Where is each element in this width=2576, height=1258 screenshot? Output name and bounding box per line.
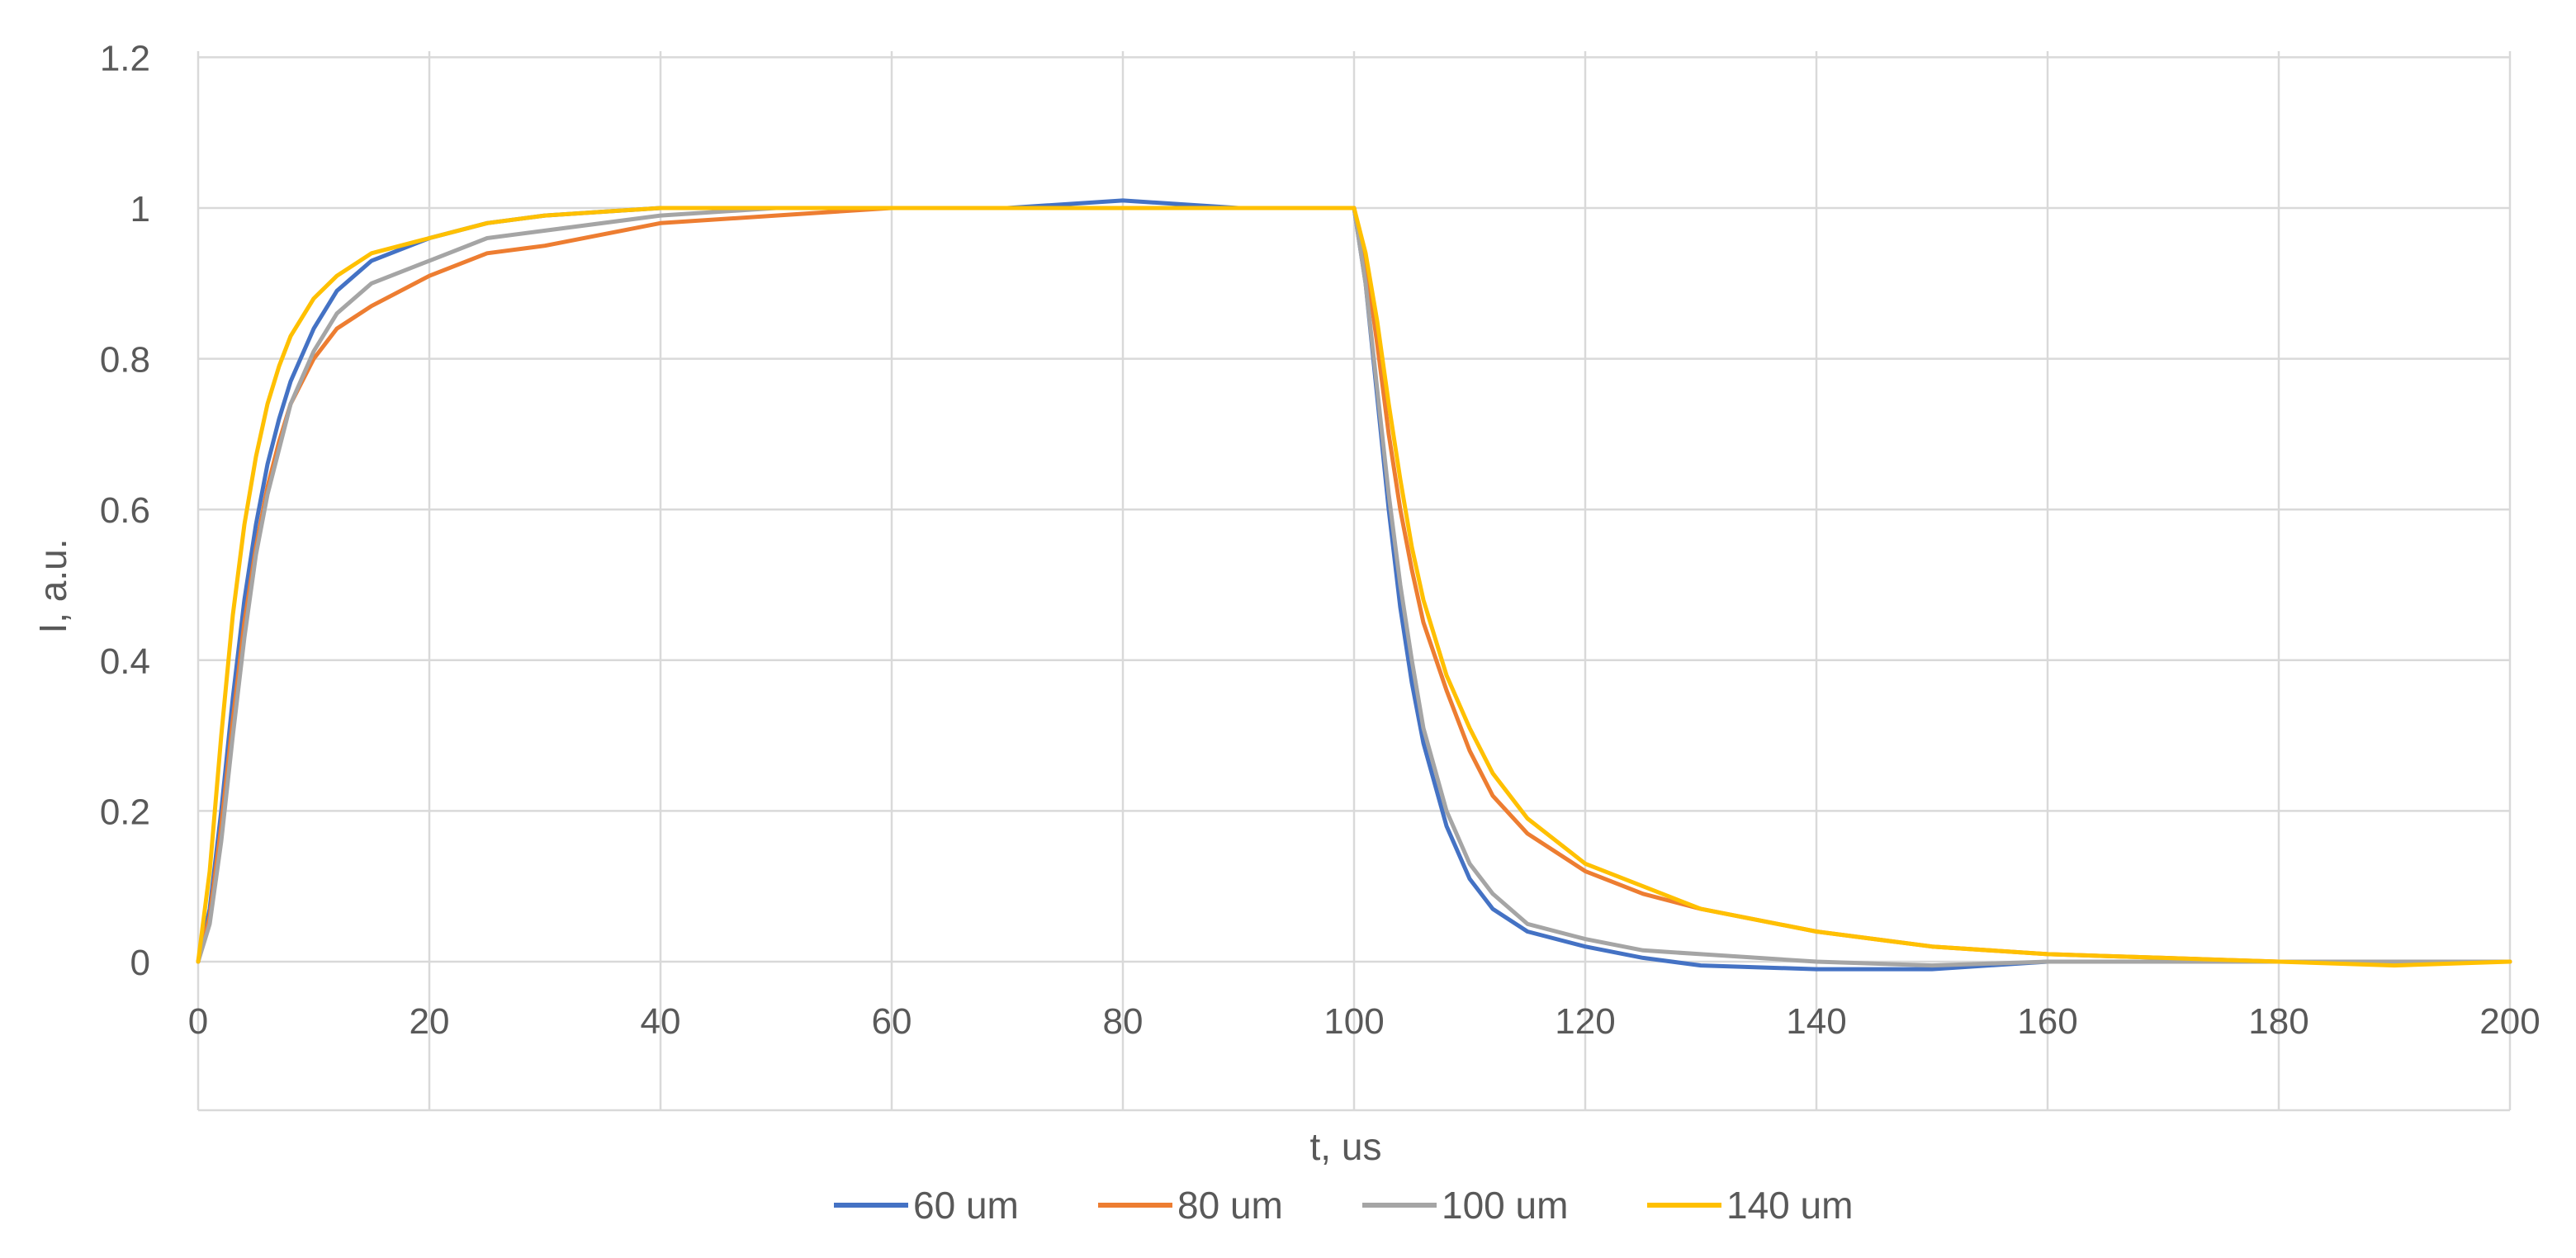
x-tick-label: 200 bbox=[2479, 1001, 2540, 1042]
series-line-140-um bbox=[196, 206, 2512, 968]
legend-label: 80 um bbox=[1177, 1184, 1283, 1227]
y-tick-label: 1 bbox=[130, 189, 150, 229]
y-tick-label: 0.6 bbox=[100, 490, 150, 531]
x-axis-ticks: 0 20 40 60 80 100 120 140 160 180 200 bbox=[188, 1001, 2540, 1042]
y-axis-title: I, a.u. bbox=[31, 538, 74, 633]
legend-label: 140 um bbox=[1726, 1184, 1853, 1227]
legend-item: 80 um bbox=[1098, 1184, 1283, 1227]
legend-label: 100 um bbox=[1442, 1184, 1568, 1227]
y-axis-ticks: 0 0.2 0.4 0.6 0.8 1 1.2 bbox=[100, 38, 150, 983]
legend: 60 um 80 um 100 um 140 um bbox=[834, 1184, 1853, 1227]
x-tick-label: 80 bbox=[1103, 1001, 1144, 1042]
x-tick-label: 180 bbox=[2248, 1001, 2308, 1042]
series-group bbox=[196, 198, 2512, 972]
legend-item: 100 um bbox=[1362, 1184, 1568, 1227]
x-tick-label: 60 bbox=[872, 1001, 912, 1042]
x-axis-title: t, us bbox=[1310, 1125, 1382, 1168]
legend-item: 140 um bbox=[1647, 1184, 1853, 1227]
y-tick-label: 0 bbox=[130, 943, 150, 983]
legend-label: 60 um bbox=[913, 1184, 1019, 1227]
x-tick-label: 40 bbox=[641, 1001, 681, 1042]
y-tick-label: 0.4 bbox=[100, 641, 150, 682]
y-tick-label: 1.2 bbox=[100, 38, 150, 78]
y-tick-label: 0.8 bbox=[100, 340, 150, 381]
y-tick-label: 0.2 bbox=[100, 792, 150, 832]
x-tick-label: 160 bbox=[2017, 1001, 2077, 1042]
x-tick-label: 100 bbox=[1324, 1001, 1384, 1042]
x-tick-label: 140 bbox=[1786, 1001, 1846, 1042]
x-tick-label: 0 bbox=[188, 1001, 208, 1042]
legend-item: 60 um bbox=[834, 1184, 1019, 1227]
x-tick-label: 120 bbox=[1555, 1001, 1615, 1042]
x-tick-label: 20 bbox=[410, 1001, 450, 1042]
